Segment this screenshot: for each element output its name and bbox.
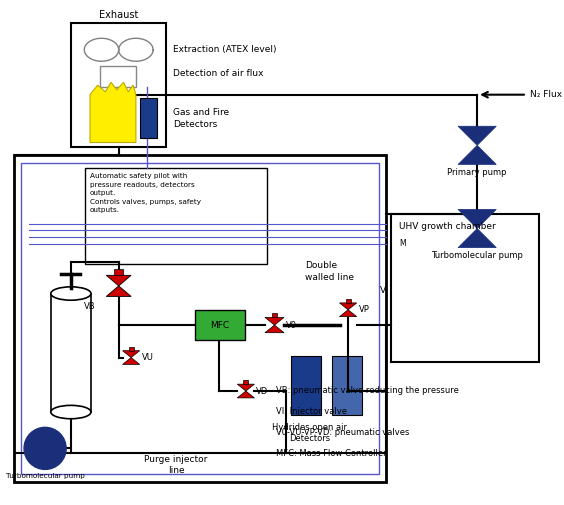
Polygon shape: [458, 210, 496, 229]
Polygon shape: [458, 145, 496, 165]
Text: Detection of air flux: Detection of air flux: [173, 69, 264, 78]
Bar: [272, 313, 277, 318]
Polygon shape: [122, 350, 140, 358]
Circle shape: [24, 427, 66, 470]
Bar: [391, 214, 539, 363]
Bar: [114, 269, 123, 275]
Text: Exhaust: Exhaust: [99, 10, 138, 20]
Polygon shape: [106, 286, 131, 296]
Bar: [140, 97, 157, 138]
Polygon shape: [237, 384, 254, 391]
Polygon shape: [458, 229, 496, 247]
Text: Turbomolecular pump: Turbomolecular pump: [6, 473, 85, 479]
Bar: [243, 380, 248, 384]
Bar: [14, 155, 386, 482]
Polygon shape: [106, 275, 131, 286]
Text: Hydrides open air
Detectors: Hydrides open air Detectors: [272, 423, 347, 443]
Bar: [346, 299, 351, 303]
Text: Purge injector
line: Purge injector line: [144, 455, 208, 475]
Bar: [51, 293, 91, 412]
Bar: [85, 168, 267, 264]
Text: UHV growth chamber: UHV growth chamber: [399, 222, 496, 231]
Bar: [195, 310, 245, 340]
Text: Gas and Fire
Detectors: Gas and Fire Detectors: [173, 108, 230, 129]
Text: N₂ Flux: N₂ Flux: [530, 90, 562, 99]
Bar: [71, 23, 166, 147]
Polygon shape: [122, 358, 140, 365]
Bar: [21, 163, 378, 474]
Polygon shape: [458, 126, 496, 145]
Polygon shape: [340, 310, 356, 317]
Text: MFC: MFC: [210, 321, 230, 330]
Text: V0-VU-VP-VD: pneumatic valves: V0-VU-VP-VD: pneumatic valves: [276, 428, 410, 437]
Text: Automatic safety pilot with
pressure readouts, detectors
output.
Controls valves: Automatic safety pilot with pressure rea…: [90, 173, 201, 213]
Text: VB: VB: [84, 302, 96, 312]
Polygon shape: [265, 325, 284, 333]
Polygon shape: [340, 303, 356, 310]
Text: VI: Injector valve: VI: Injector valve: [276, 407, 347, 416]
Ellipse shape: [51, 406, 91, 419]
Text: MFC: Mass Flow Controller: MFC: Mass Flow Controller: [276, 449, 387, 459]
Text: VP: VP: [359, 305, 369, 314]
Text: V0: V0: [286, 321, 297, 330]
Text: M: M: [399, 239, 406, 248]
Bar: [129, 347, 134, 350]
Text: VU: VU: [142, 353, 153, 362]
Bar: [100, 66, 136, 87]
Bar: [332, 356, 363, 415]
Polygon shape: [265, 318, 284, 325]
Polygon shape: [90, 82, 136, 142]
Text: Primary pump: Primary pump: [447, 168, 507, 177]
Bar: [291, 356, 321, 415]
Text: VB: pneumatic valve reducing the pressure: VB: pneumatic valve reducing the pressur…: [276, 386, 459, 395]
Text: Double
walled line: Double walled line: [305, 261, 354, 282]
Ellipse shape: [51, 287, 91, 300]
Text: VD: VD: [257, 386, 268, 395]
Text: Turbomolecular pump: Turbomolecular pump: [431, 251, 523, 261]
Polygon shape: [237, 391, 254, 398]
Text: VI: VI: [380, 286, 389, 295]
Text: Extraction (ATEX level): Extraction (ATEX level): [173, 45, 277, 54]
